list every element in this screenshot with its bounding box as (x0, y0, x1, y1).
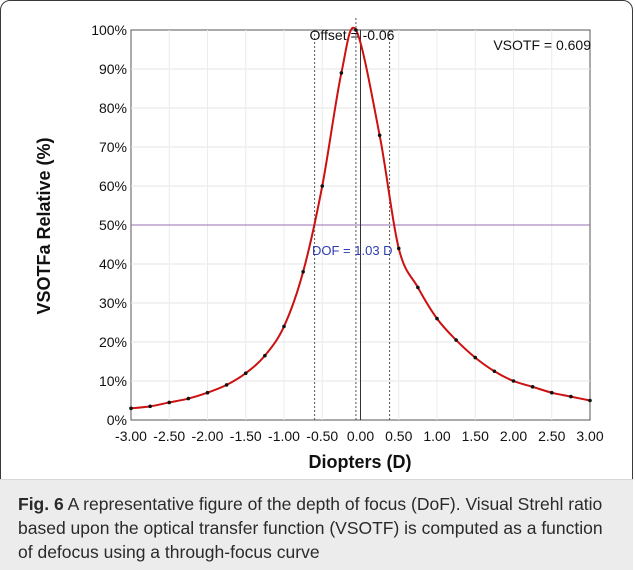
x-tick-label: -0.50 (306, 428, 338, 444)
dof-label: DOF = 1.03 D (312, 243, 393, 258)
data-point (473, 355, 478, 360)
caption-fig-label: Fig. 6 (18, 494, 64, 514)
data-point (205, 390, 210, 395)
data-point (301, 270, 305, 274)
y-tick-label: 30% (99, 295, 127, 311)
data-point (511, 379, 516, 383)
data-point (263, 353, 267, 358)
x-tick-label: -2.00 (192, 428, 224, 444)
y-axis-title: VSOTFa Relative (%) (34, 137, 54, 314)
data-point (167, 400, 172, 405)
y-tick-label: 100% (91, 22, 127, 38)
reference-lines (131, 18, 590, 420)
data-point (339, 71, 344, 75)
data-point (549, 390, 554, 395)
x-tick-label: -3.00 (115, 428, 147, 444)
y-tick-label: 90% (99, 61, 127, 77)
offset-label: Offset = -0.06 (310, 27, 395, 43)
curve-layer (129, 26, 592, 411)
x-tick-label: 3.00 (576, 428, 603, 444)
data-point (129, 406, 133, 411)
data-point (224, 383, 229, 387)
data-point (588, 398, 592, 403)
y-tick-label: 40% (99, 256, 127, 272)
data-point (186, 396, 191, 401)
y-tick-label: 80% (99, 100, 127, 116)
x-tick-label: 0.50 (385, 428, 412, 444)
y-axis-ticks: 0% 10% 20% 30% 40% 50% 60% 70% 80% 90% 100% (91, 22, 127, 428)
data-point (148, 404, 152, 409)
x-tick-label: 2.50 (538, 428, 565, 444)
y-tick-label: 10% (99, 373, 127, 389)
figure-caption: Fig. 6 A representative figure of the de… (18, 492, 618, 564)
y-tick-label: 0% (107, 412, 127, 428)
vsotf-label: VSOTF = 0.609 (493, 37, 591, 53)
x-axis-title: Diopters (D) (309, 452, 412, 472)
x-tick-label: -2.50 (153, 428, 185, 444)
data-point (396, 246, 401, 251)
data-point (454, 338, 458, 342)
depth-of-focus-chart: 0%10%20%30%40%50%60%70%80%90%100% -3.00-… (34, 18, 604, 472)
data-point (320, 184, 325, 188)
y-tick-label: 20% (99, 334, 127, 350)
data-point (354, 28, 358, 32)
y-tick-label: 60% (99, 178, 127, 194)
data-point (377, 133, 382, 138)
x-tick-label: 1.00 (423, 428, 450, 444)
data-point (416, 285, 420, 290)
data-point (492, 369, 497, 374)
x-tick-label: -1.00 (268, 428, 300, 444)
x-tick-label: 2.00 (500, 428, 527, 444)
y-tick-label: 50% (99, 217, 127, 233)
data-point (282, 324, 286, 329)
x-tick-label: 0.00 (347, 428, 374, 444)
data-point (569, 394, 573, 399)
y-tick-label: 70% (99, 139, 127, 155)
x-tick-label: 1.50 (462, 428, 489, 444)
data-point (243, 371, 248, 376)
x-axis-ticks: -3.00 -2.50 -2.00 -1.50 -1.00 -0.50 0.00 0.50 1.… (115, 428, 604, 444)
caption-text: A representative figure of the depth of … (18, 494, 603, 562)
data-point (435, 316, 439, 321)
data-point (530, 385, 535, 389)
caption-box (0, 479, 633, 570)
x-tick-label: -1.50 (230, 428, 262, 444)
